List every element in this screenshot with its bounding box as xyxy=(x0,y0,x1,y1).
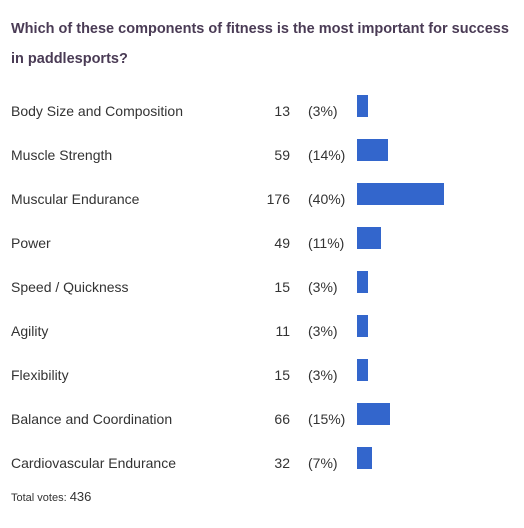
option-label: Agility xyxy=(11,323,49,339)
poll-option-row: Muscular Endurance 176 (40%) xyxy=(0,180,524,224)
total-votes-label: Total votes: xyxy=(11,492,67,504)
option-percent: (3%) xyxy=(308,323,338,339)
option-bar xyxy=(357,227,381,249)
option-percent: (3%) xyxy=(308,103,338,119)
option-count: 176 xyxy=(266,191,290,207)
poll-question: Which of these components of fitness is … xyxy=(11,21,509,67)
option-count: 32 xyxy=(274,455,290,471)
option-count: 11 xyxy=(275,323,290,339)
poll-option-row: Agility 11 (3%) xyxy=(0,312,524,356)
option-bar xyxy=(357,315,368,337)
option-count: 15 xyxy=(274,279,290,295)
option-bar xyxy=(357,359,368,381)
option-label: Muscular Endurance xyxy=(11,191,140,207)
option-bar xyxy=(357,183,444,205)
option-percent: (14%) xyxy=(308,147,346,163)
option-bar xyxy=(357,95,368,117)
option-bar xyxy=(357,447,372,469)
option-label: Cardiovascular Endurance xyxy=(11,455,176,471)
total-votes: Total votes: 436 xyxy=(11,489,91,504)
option-bar xyxy=(357,139,388,161)
option-label: Body Size and Composition xyxy=(11,103,183,119)
poll-option-row: Flexibility 15 (3%) xyxy=(0,356,524,400)
option-bar xyxy=(357,403,390,425)
option-label: Balance and Coordination xyxy=(11,411,173,427)
poll-option-row: Cardiovascular Endurance 32 (7%) xyxy=(0,444,524,488)
option-label: Flexibility xyxy=(11,367,69,383)
poll-option-row: Balance and Coordination 66 (15%) xyxy=(0,400,524,444)
option-percent: (3%) xyxy=(308,279,338,295)
option-label: Muscle Strength xyxy=(11,147,113,163)
poll-option-row: Power 49 (11%) xyxy=(0,224,524,268)
poll-option-row: Body Size and Composition 13 (3%) xyxy=(0,92,524,136)
option-count: 66 xyxy=(274,411,290,427)
option-percent: (3%) xyxy=(308,367,338,383)
option-percent: (11%) xyxy=(308,235,345,251)
option-label: Power xyxy=(11,235,51,251)
poll-option-row: Speed / Quickness 15 (3%) xyxy=(0,268,524,312)
option-percent: (40%) xyxy=(308,191,346,207)
option-bar xyxy=(357,271,368,293)
option-count: 15 xyxy=(274,367,290,383)
total-votes-value: 436 xyxy=(69,489,92,504)
option-percent: (15%) xyxy=(308,411,346,427)
option-percent: (7%) xyxy=(308,455,338,471)
option-count: 13 xyxy=(274,103,290,119)
option-count: 59 xyxy=(274,147,290,163)
option-label: Speed / Quickness xyxy=(11,279,129,295)
poll-option-row: Muscle Strength 59 (14%) xyxy=(0,136,524,180)
option-count: 49 xyxy=(274,235,290,251)
